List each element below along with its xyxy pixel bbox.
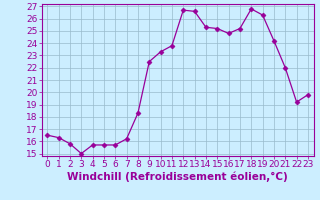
X-axis label: Windchill (Refroidissement éolien,°C): Windchill (Refroidissement éolien,°C) — [67, 172, 288, 182]
